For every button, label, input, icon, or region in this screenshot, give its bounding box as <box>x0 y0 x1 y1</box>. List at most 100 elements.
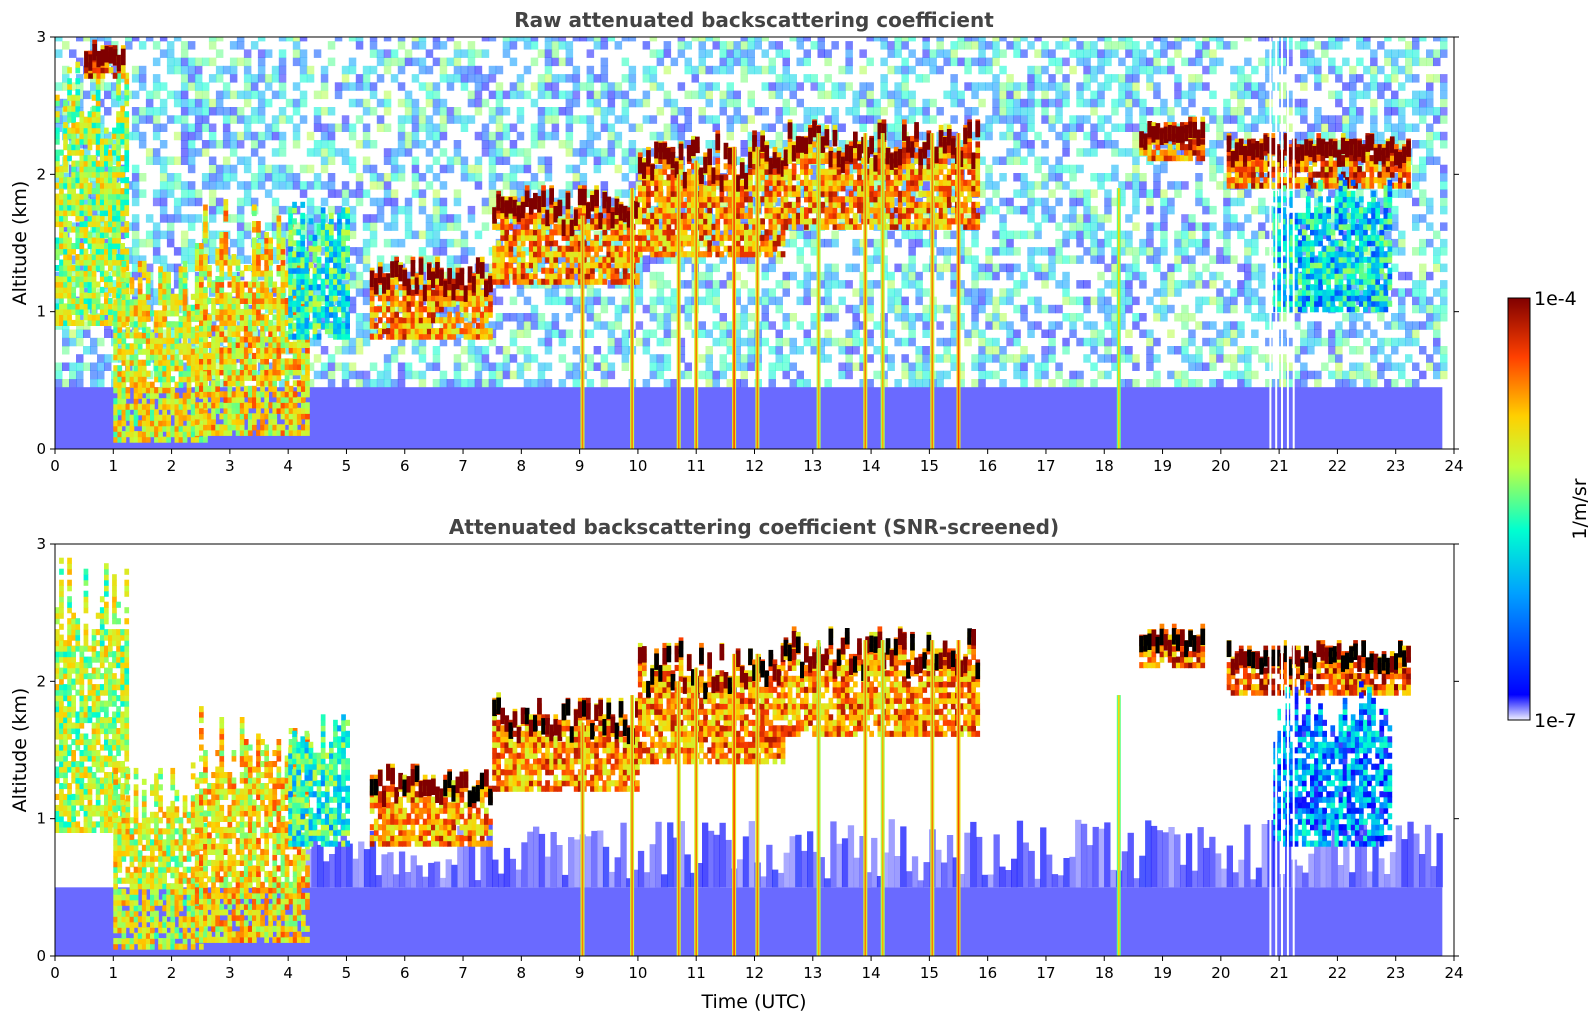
noise-cell <box>712 296 720 306</box>
noise-cell <box>1300 98 1308 108</box>
noise-cell <box>1370 329 1378 338</box>
noise-cell <box>964 247 972 256</box>
noise-cell <box>957 379 965 388</box>
noise-cell <box>250 197 259 207</box>
noise-cell <box>971 379 979 388</box>
noise-cell <box>481 98 490 108</box>
noise-cell <box>397 238 406 248</box>
noise-cell <box>1440 247 1448 256</box>
noise-cell <box>1167 107 1175 116</box>
noise-cell <box>922 313 930 322</box>
noise-cell <box>1083 65 1091 75</box>
noise-cell <box>439 123 448 132</box>
noise-cell <box>922 37 930 42</box>
noise-cell <box>1020 181 1028 190</box>
noise-cell <box>544 57 553 67</box>
noise-cell <box>453 140 462 149</box>
noise-cell <box>355 280 364 289</box>
noise-cell <box>425 222 434 231</box>
noise-cell <box>1195 222 1203 231</box>
noise-cell <box>971 329 979 338</box>
noise-cell <box>1181 107 1189 116</box>
noise-cell <box>915 296 923 306</box>
noise-cell <box>1097 37 1105 42</box>
noise-cell <box>901 65 909 75</box>
noise-cell <box>698 90 706 100</box>
noise-cell <box>1419 304 1427 314</box>
noise-cell <box>705 82 713 91</box>
noise-cell <box>915 107 923 116</box>
noise-cell <box>852 115 860 124</box>
noise-cell <box>1314 65 1322 75</box>
noise-cell <box>1356 329 1364 338</box>
noise-cell <box>1244 90 1252 100</box>
noise-cell <box>915 230 923 240</box>
noise-cell <box>159 123 168 132</box>
noise-cell <box>1125 107 1133 116</box>
noise-cell <box>1034 156 1042 165</box>
noise-cell <box>705 370 713 380</box>
noise-cell <box>1069 230 1077 240</box>
feature-cell <box>63 155 68 162</box>
noise-cell <box>1412 123 1420 132</box>
noise-cell <box>278 131 287 141</box>
noise-cell <box>936 370 944 380</box>
noise-cell <box>516 181 525 190</box>
noise-cell <box>908 313 916 322</box>
noise-cell <box>859 321 867 330</box>
noise-cell <box>55 37 63 42</box>
noise-cell <box>1097 57 1105 67</box>
noise-cell <box>621 156 630 165</box>
feature-cell <box>67 248 72 255</box>
noise-cell <box>558 337 567 347</box>
noise-cell <box>1419 107 1427 116</box>
noise-cell <box>1433 49 1441 58</box>
noise-cell <box>104 329 112 338</box>
noise-cell <box>1209 205 1217 215</box>
noise-cell <box>1055 321 1063 330</box>
noise-cell <box>131 131 140 141</box>
noise-cell <box>544 131 553 141</box>
noise-cell <box>754 65 762 75</box>
noise-cell <box>145 115 154 124</box>
noise-cell <box>509 296 518 306</box>
noise-cell <box>1412 288 1420 297</box>
noise-cell <box>229 140 238 149</box>
noise-cell <box>1391 49 1399 58</box>
noise-cell <box>873 247 881 256</box>
noise-cell <box>1160 214 1168 223</box>
noise-cell <box>936 49 944 58</box>
feature-cell <box>55 155 60 162</box>
noise-cell <box>1440 98 1448 108</box>
noise-cell <box>1426 354 1434 363</box>
noise-cell <box>180 189 189 198</box>
noise-cell <box>418 173 427 182</box>
noise-cell <box>509 354 518 363</box>
feature-cell <box>79 116 85 123</box>
noise-cell <box>362 255 371 264</box>
feature-cell <box>75 193 81 200</box>
noise-cell <box>453 255 462 264</box>
noise-cell <box>747 313 755 322</box>
noise-cell <box>1230 329 1238 338</box>
noise-cell <box>348 370 357 380</box>
noise-cell <box>1111 123 1119 132</box>
noise-cell <box>1216 304 1224 314</box>
noise-cell <box>1419 247 1427 256</box>
noise-cell <box>397 131 406 141</box>
noise-cell <box>369 82 378 91</box>
noise-cell <box>999 346 1007 355</box>
noise-cell <box>670 329 679 338</box>
noise-cell <box>712 337 720 347</box>
feature-cell <box>71 171 76 178</box>
noise-cell <box>1104 263 1112 273</box>
noise-cell <box>187 148 196 157</box>
noise-cell <box>593 288 602 297</box>
noise-cell <box>341 362 350 371</box>
noise-cell <box>229 57 238 67</box>
feature-cell <box>71 149 76 156</box>
noise-cell <box>1055 238 1063 248</box>
noise-cell <box>1090 98 1098 108</box>
noise-cell <box>859 354 867 363</box>
noise-cell <box>964 288 972 297</box>
